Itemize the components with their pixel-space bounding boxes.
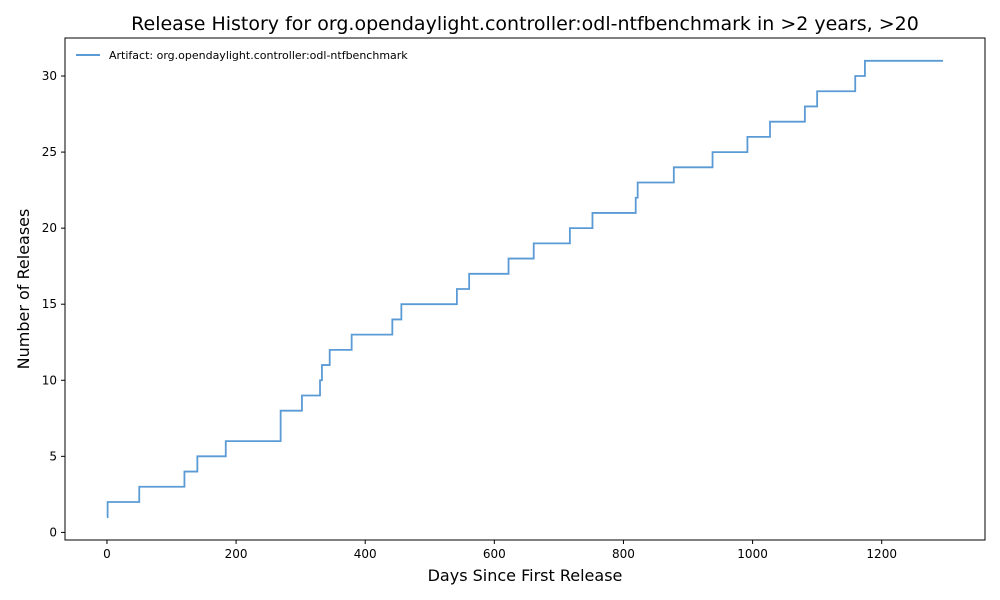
x-tick-label: 0	[103, 547, 111, 561]
x-tick-label: 600	[483, 547, 506, 561]
y-axis: 0 5 10 15 20 25 30	[42, 69, 65, 539]
plot-frame	[64, 37, 986, 541]
y-axis-title: Number of Releases	[14, 209, 33, 370]
series-line-0	[106, 59, 944, 519]
x-axis: 0 200 400 600 800 1000 1200	[103, 540, 897, 561]
x-axis-title: Days Since First Release	[428, 566, 623, 585]
y-tick-label: 25	[42, 145, 57, 159]
y-tick-label: 0	[49, 525, 57, 539]
x-tick-label: 800	[612, 547, 635, 561]
series-layer	[106, 59, 944, 519]
x-tick-label: 400	[354, 547, 377, 561]
x-tick-label: 1000	[737, 547, 768, 561]
y-tick-label: 20	[42, 221, 57, 235]
chart-title: Release History for org.opendaylight.con…	[131, 13, 919, 35]
x-tick-label: 1200	[866, 547, 897, 561]
y-tick-label: 5	[49, 449, 57, 463]
y-tick-label: 30	[42, 69, 57, 83]
x-tick-label: 200	[225, 547, 248, 561]
plot-area	[64, 37, 986, 541]
y-tick-label: 10	[42, 373, 57, 387]
y-tick-label: 15	[42, 297, 57, 311]
legend-label: Artifact: org.opendaylight.controller:od…	[109, 49, 408, 62]
legend: Artifact: org.opendaylight.controller:od…	[76, 49, 408, 62]
